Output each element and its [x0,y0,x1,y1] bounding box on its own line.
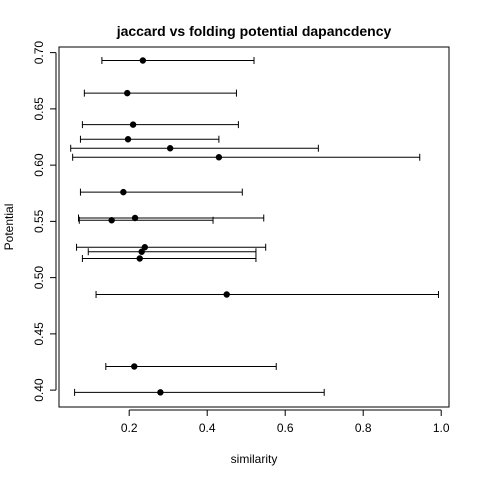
error-bars [70,57,439,396]
data-point [139,57,147,64]
data-point [124,136,132,143]
error-bar [79,188,243,196]
x-tick-label: 0.6 [277,421,294,435]
error-bar [74,388,325,396]
data-point [215,154,223,161]
data-point [136,255,143,262]
data-point [120,188,127,196]
x-tick-label: 0.2 [121,421,138,435]
data-point [157,389,164,396]
x-tick-label: 0.4 [199,421,216,435]
error-bar [81,121,239,129]
data-point [223,291,230,298]
data-point [141,244,148,251]
data-point [166,145,174,152]
error-bar [78,216,214,224]
chart-title: jaccard vs folding potential dapancdency [116,23,392,39]
y-axis: 0.40 0.45 0.50 0.55 0.60 0.65 0.70 [32,41,57,402]
data-point [138,248,145,255]
y-tick-label: 0.45 [32,322,46,346]
data-point [108,217,115,224]
data-point [131,363,138,370]
x-tick-label: 0.8 [355,421,372,435]
y-axis-label: Potential [2,204,16,251]
x-axis-label: similarity [231,452,278,466]
error-bar [87,248,257,256]
y-tick-label: 0.40 [32,378,46,402]
y-tick-label: 0.60 [32,153,46,177]
error-bar [95,291,439,298]
plot-frame [58,46,450,408]
x-tick-label: 1.0 [433,421,450,435]
error-bar [101,57,255,64]
y-tick-label: 0.50 [32,266,46,290]
data-points [108,57,230,396]
error-bar [81,255,257,262]
error-bar [83,89,237,97]
y-tick-label: 0.55 [32,209,46,233]
error-bar [70,144,319,152]
error-bar [76,243,267,251]
y-tick-label: 0.65 [32,97,46,121]
error-bar [79,135,220,143]
data-point [131,214,139,222]
data-point [129,121,137,128]
data-point [124,89,131,97]
error-bar [72,153,421,161]
x-axis: 0.2 0.4 0.6 0.8 1.0 [121,409,450,435]
y-tick-label: 0.70 [32,41,46,65]
